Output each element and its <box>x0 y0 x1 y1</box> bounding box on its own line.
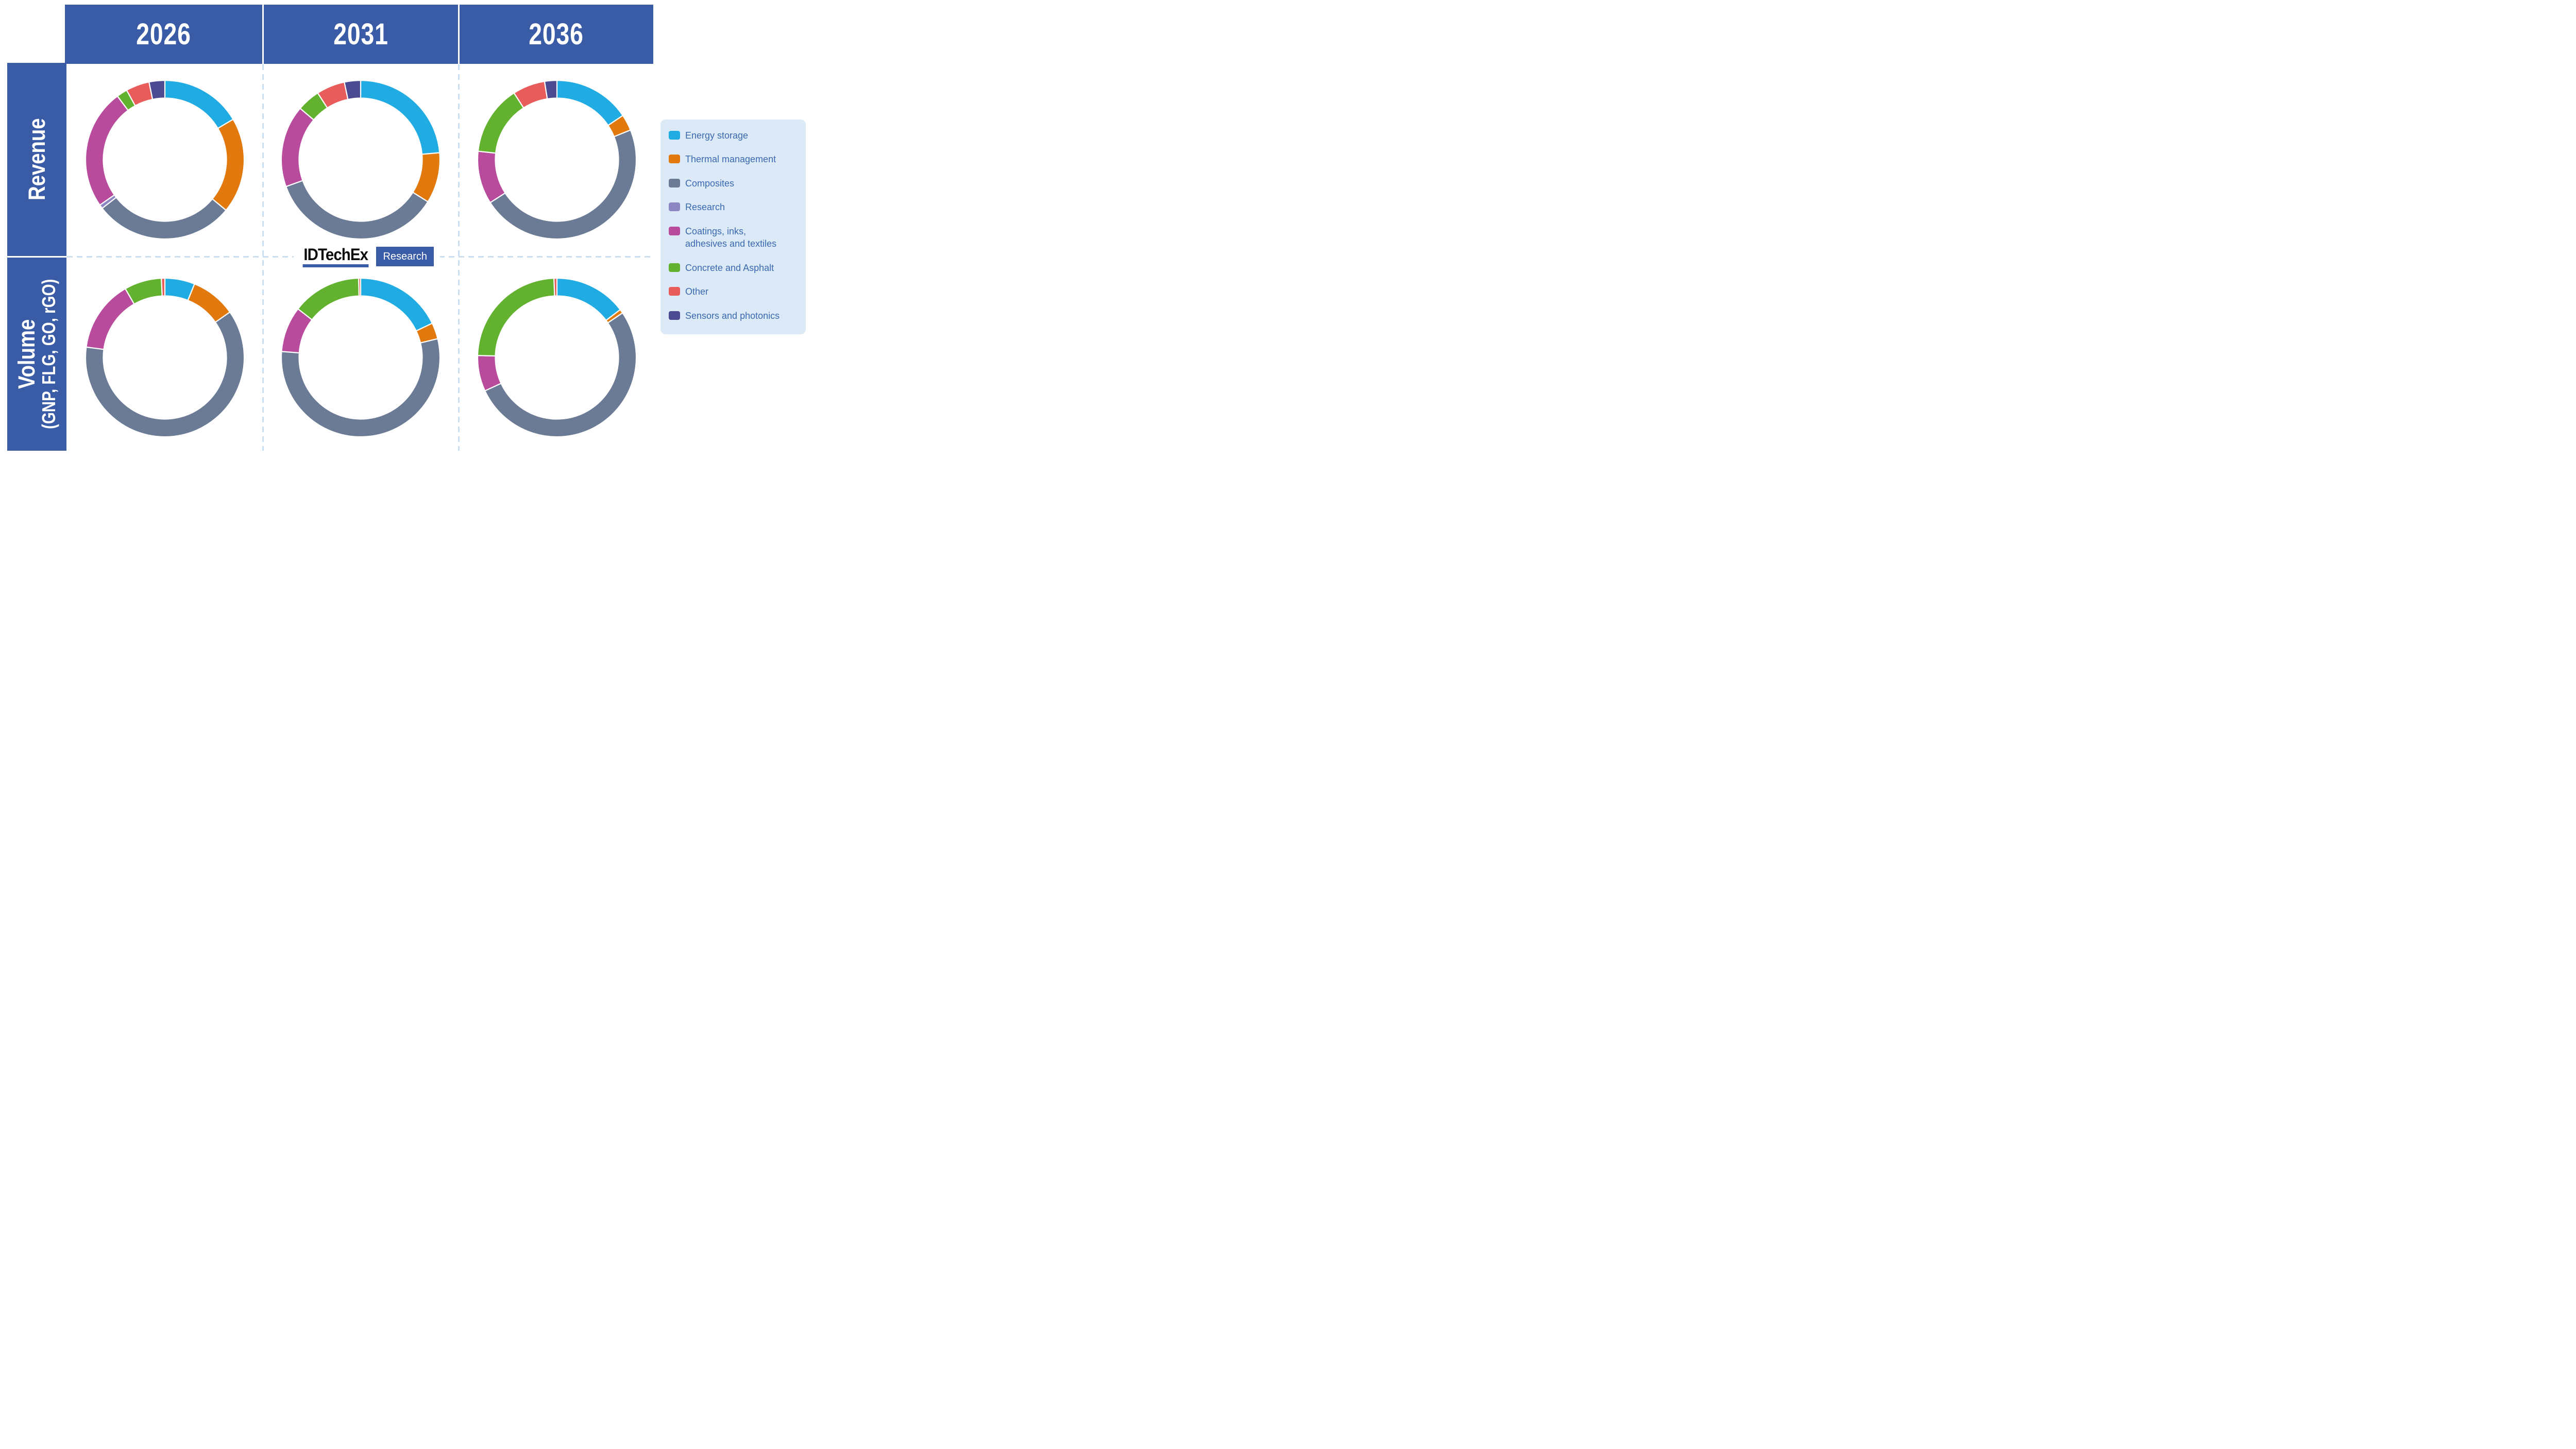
donut-segment-composites <box>101 196 227 240</box>
legend-item-coatings-inks: Coatings, inks, adhesives and textiles <box>669 225 798 250</box>
legend-swatch-coatings-inks <box>669 226 680 235</box>
row-header-volume-label: Volume (GNP, FLG, GO, rGO) <box>7 258 66 451</box>
donut-segment-coatings-inks-adhesives-and-textiles <box>86 287 135 350</box>
legend-swatch-sensors-and-photonics <box>669 311 680 320</box>
legend-swatch-energy-storage <box>669 131 680 140</box>
donut-segment-composites <box>489 129 637 240</box>
column-header-2031: 2031 <box>264 5 458 64</box>
column-header-2031-label: 2031 <box>333 18 388 51</box>
donut-segment-energy-storage <box>164 79 234 129</box>
donut-segment-coatings-inks-adhesives-and-textiles <box>477 150 506 203</box>
legend: Energy storage Thermal management Composit… <box>660 120 806 334</box>
idtechex-logo-wordmark: IDTechEx <box>302 246 369 267</box>
volume-sublabel: (GNP, FLG, GO, rGO) <box>38 279 60 430</box>
donut-segment-other <box>553 277 558 297</box>
legend-item-composites: Composites <box>669 177 798 190</box>
legend-label: Research <box>685 202 725 213</box>
donut-chart-volume-2026 <box>84 277 245 438</box>
row-header-volume <box>7 258 66 451</box>
donut-volume-2026 <box>84 277 245 438</box>
legend-label: Other <box>685 286 709 297</box>
donut-segment-energy-storage <box>360 277 433 332</box>
donut-segment-energy-storage <box>360 79 440 155</box>
donut-segment-concrete-and-asphalt <box>297 277 360 321</box>
donut-volume-2031 <box>280 277 441 438</box>
column-header-2036: 2036 <box>460 5 653 64</box>
donut-segment-concrete-and-asphalt <box>477 92 524 154</box>
donut-chart-revenue-2031 <box>280 79 441 240</box>
donut-segment-sensors-and-photonics <box>343 79 362 100</box>
legend-label: Coatings, inks, adhesives and textiles <box>685 226 777 249</box>
donut-chart-volume-2031 <box>280 277 441 438</box>
donut-segment-coatings-inks-adhesives-and-textiles <box>84 95 129 206</box>
legend-label: Thermal management <box>685 154 776 165</box>
donut-revenue-2026 <box>84 79 245 240</box>
legend-item-other: Other <box>669 285 798 298</box>
donut-revenue-2036 <box>477 79 637 240</box>
donut-segment-energy-storage <box>556 79 624 126</box>
legend-swatch-other <box>669 287 680 296</box>
column-header-2026-label: 2026 <box>136 18 191 51</box>
donut-revenue-2031 <box>280 79 441 240</box>
legend-label: Energy storage <box>685 130 749 141</box>
legend-label: Composites <box>685 178 735 189</box>
volume-label: Volume <box>13 319 40 389</box>
donut-chart-revenue-2036 <box>477 79 637 240</box>
legend-item-concrete-and-asphalt: Concrete and Asphalt <box>669 262 798 274</box>
legend-label: Sensors and photonics <box>685 310 780 321</box>
row-header-revenue <box>7 63 66 256</box>
legend-label: Concrete and Asphalt <box>685 262 774 273</box>
legend-item-energy-storage: Energy storage <box>669 129 798 142</box>
donut-segment-energy-storage <box>556 277 621 321</box>
donut-segment-composites <box>285 180 429 240</box>
legend-swatch-concrete-and-asphalt <box>669 263 680 272</box>
donut-segment-sensors-and-photonics <box>148 79 166 100</box>
column-header-2026: 2026 <box>65 5 262 64</box>
idtechex-research-badge: Research <box>376 247 434 266</box>
donut-segment-other <box>161 277 166 297</box>
legend-item-thermal-management: Thermal management <box>669 153 798 165</box>
column-header-2036-label: 2036 <box>529 18 584 51</box>
legend-item-sensors-and-photonics: Sensors and photonics <box>669 310 798 322</box>
donut-segment-coatings-inks-adhesives-and-textiles <box>280 107 315 187</box>
donut-volume-2036 <box>477 277 637 438</box>
legend-swatch-composites <box>669 178 680 187</box>
row-header-revenue-label: Revenue <box>7 63 66 256</box>
donut-segment-concrete-and-asphalt <box>477 277 555 357</box>
grid-divider-vertical-1 <box>262 64 264 451</box>
revenue-label: Revenue <box>23 118 50 201</box>
donut-chart-volume-2036 <box>477 277 637 438</box>
donut-segment-thermal-management <box>211 118 245 211</box>
donut-segment-composites <box>280 338 441 438</box>
idtechex-logo: IDTechEx Research <box>294 244 440 269</box>
donut-segment-other <box>358 277 362 297</box>
legend-item-research: Research <box>669 201 798 213</box>
donut-segment-sensors-and-photonics <box>544 79 558 100</box>
legend-swatch-thermal-management <box>669 155 680 164</box>
legend-swatch-research <box>669 202 680 212</box>
grid-divider-vertical-2 <box>458 64 460 451</box>
donut-segment-composites <box>484 312 637 438</box>
donut-segment-coatings-inks-adhesives-and-textiles <box>477 355 502 392</box>
donut-chart-revenue-2026 <box>84 79 245 240</box>
graphene-market-forecast-infographic: 2026 2031 2036 Revenue Volume (GNP, FLG,… <box>0 0 808 454</box>
donut-segment-composites <box>84 311 245 438</box>
